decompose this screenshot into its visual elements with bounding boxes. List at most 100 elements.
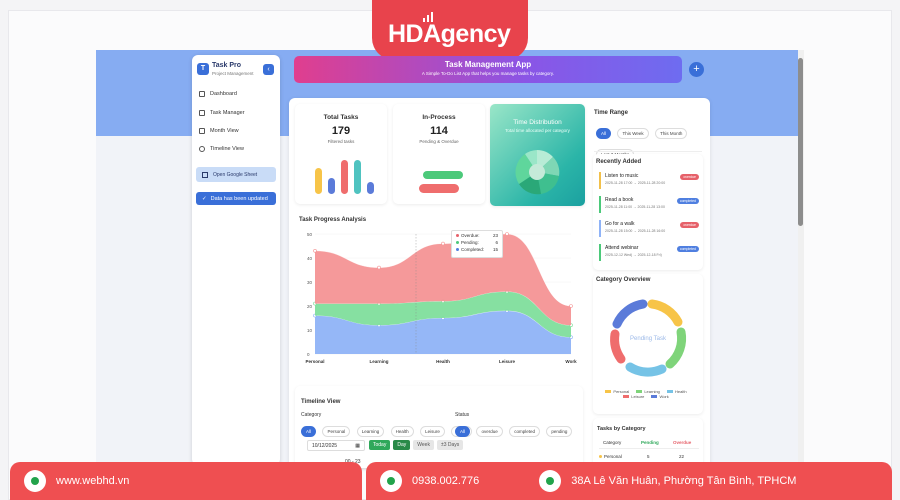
- bar-blue-2: [367, 182, 374, 194]
- scrollbar-track[interactable]: [798, 50, 804, 470]
- tooltip-label: Overdue:: [461, 233, 480, 238]
- legend-dot: [456, 234, 459, 237]
- sidebar-item-dashboard[interactable]: Dashboard: [199, 91, 237, 97]
- data-point-overdue: [313, 248, 317, 253]
- status-completed[interactable]: completed: [509, 426, 540, 437]
- in-process-bars: [419, 171, 463, 193]
- calendar-icon: ▦: [355, 443, 360, 449]
- status-filters: All overdue completed pending: [455, 420, 574, 438]
- sidebar-item-label: Dashboard: [210, 91, 237, 97]
- y-tick-label: 0: [307, 352, 310, 357]
- recent-item-dates: 2025-11-28 17:00 → 2025-11-28 20:00: [605, 181, 666, 185]
- recent-item-dates: 2025-12-12 Wed) → 2025-12-18 Fri): [605, 253, 662, 257]
- status-overdue[interactable]: overdue: [476, 426, 503, 437]
- data-updated-button[interactable]: ✓ Data has been updated: [196, 192, 276, 205]
- timeline-title: Timeline View: [301, 399, 341, 405]
- y-tick-label: 30: [307, 280, 313, 285]
- donut-center-label: Pending Task: [630, 336, 667, 342]
- recent-item[interactable]: Listen to music 2025-11-28 17:00 → 2025-…: [599, 172, 699, 189]
- data-updated-label: Data has been updated: [210, 195, 268, 202]
- date-value: 10/12/2025: [312, 443, 338, 449]
- footer-website[interactable]: www.webhd.vn: [10, 462, 362, 500]
- footer-contact: 0938.002.776 38A Lê Văn Huân, Phường Tân…: [366, 462, 892, 500]
- table-header-pending: Pending: [641, 440, 659, 445]
- recent-item[interactable]: Attend webinar 2025-12-12 Wed) → 2025-12…: [599, 244, 699, 261]
- chevron-left-icon[interactable]: ‹: [263, 64, 274, 75]
- range-this-week[interactable]: This Week: [617, 128, 649, 139]
- sidebar: T Task Pro Project Management ‹ Dashboar…: [192, 55, 280, 465]
- in-process-card: In-Process 114 Pending & Overdue: [393, 104, 485, 204]
- footer-phone-text[interactable]: 0938.002.776: [412, 475, 480, 487]
- in-process-sub: Pending & Overdue: [419, 139, 459, 144]
- sidebar-item-task-manager[interactable]: Task Manager: [199, 110, 245, 116]
- brand-logo: HDAgency: [388, 20, 511, 48]
- sidebar-item-timeline-view[interactable]: Timeline View: [199, 146, 244, 152]
- sliders-icon: [199, 110, 205, 116]
- main-panel: Total Tasks 179 Filtered tasks In-Proces…: [289, 98, 710, 468]
- data-point-overdue: [377, 265, 381, 270]
- bar-teal: [354, 160, 361, 194]
- scrollbar-thumb[interactable]: [798, 58, 803, 226]
- table-cell: 5: [647, 454, 650, 459]
- data-point-overdue: [441, 241, 445, 246]
- range-this-month[interactable]: This Month: [655, 128, 688, 139]
- filter-learning[interactable]: Learning: [356, 426, 385, 437]
- recent-item-name: Attend webinar: [605, 245, 639, 251]
- donut-segment-work: [612, 299, 648, 329]
- area-pending: [315, 291, 571, 338]
- category-label: Category: [301, 412, 322, 418]
- status-all[interactable]: All: [455, 426, 471, 437]
- app-logo-icon: T: [197, 63, 209, 75]
- in-process-title: In-Process: [422, 114, 456, 121]
- today-button[interactable]: Today: [369, 440, 391, 450]
- clock-icon: [199, 146, 205, 152]
- legend-dot: [599, 455, 602, 458]
- recent-item-name: Go for a walk: [605, 221, 635, 227]
- time-range-title: Time Range: [594, 110, 628, 116]
- date-input[interactable]: 10/12/2025 ▦: [307, 440, 365, 451]
- y-tick-label: 50: [307, 232, 313, 237]
- legend-health: Health: [667, 389, 687, 394]
- legend-personal: Personal: [605, 389, 629, 394]
- x-tick-label: Leisure: [499, 359, 516, 364]
- home-icon: [199, 91, 205, 97]
- calendar-icon: [199, 128, 205, 134]
- in-process-value: 114: [430, 125, 448, 137]
- phone-icon[interactable]: [380, 470, 402, 492]
- recent-item[interactable]: Go for a walk 2025-11-28 15:00 → 2025-11…: [599, 220, 699, 237]
- sheet-icon: [202, 171, 208, 178]
- table-cell: Personal: [604, 454, 622, 459]
- open-google-sheet-button[interactable]: Open Google Sheet: [196, 167, 276, 182]
- week-button[interactable]: Week: [413, 440, 434, 450]
- range-all[interactable]: All: [596, 128, 612, 139]
- recent-item[interactable]: Read a book 2025-11-28 11:00 → 2025-11-2…: [599, 196, 699, 213]
- total-tasks-title: Total Tasks: [323, 114, 359, 121]
- table-cell: 22: [679, 454, 685, 459]
- total-tasks-card: Total Tasks 179 Filtered tasks: [295, 104, 387, 204]
- filter-leisure[interactable]: Leisure: [420, 426, 445, 437]
- day-button[interactable]: Day: [393, 440, 411, 450]
- filter-all[interactable]: All: [301, 426, 317, 437]
- pie-slice: [515, 154, 537, 184]
- add-task-button[interactable]: +: [689, 62, 704, 77]
- tooltip-value: 15: [492, 247, 498, 252]
- filter-personal[interactable]: Personal: [322, 426, 351, 437]
- bar-blue: [328, 178, 335, 194]
- footer-address-text: 38A Lê Văn Huân, Phường Tân Bình, TPHCM: [571, 475, 797, 487]
- sidebar-item-month-view[interactable]: Month View: [199, 128, 239, 134]
- globe-icon: [24, 470, 46, 492]
- y-tick-label: 20: [307, 304, 313, 309]
- category-donut: Pending Task: [610, 299, 687, 377]
- tooltip-label: Completed:: [461, 247, 485, 252]
- total-tasks-bars: [315, 160, 374, 194]
- x-tick-label: Health: [436, 359, 450, 364]
- location-icon: [539, 470, 562, 492]
- brand-banner: [372, 0, 528, 60]
- range-buttons: Today Day Week ±3 Days: [369, 440, 464, 450]
- status-pending[interactable]: pending: [546, 426, 573, 437]
- sidebar-item-label: Month View: [210, 128, 239, 134]
- three-days-button[interactable]: ±3 Days: [436, 440, 464, 450]
- signal-bars-icon: [421, 12, 435, 22]
- filter-health[interactable]: Health: [390, 426, 414, 437]
- status-badge: overdue: [680, 174, 699, 180]
